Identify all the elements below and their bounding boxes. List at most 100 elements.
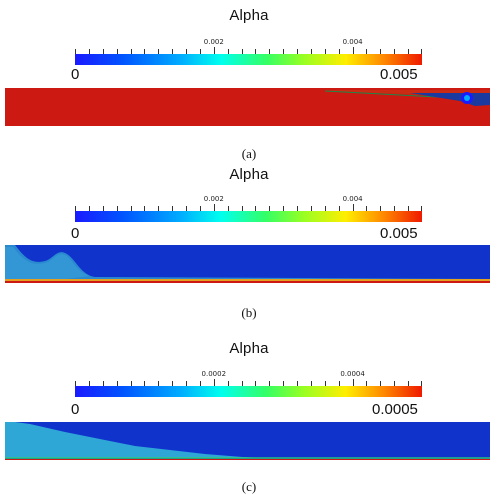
panel-a: Alpha 0.002 0.004 0 0.005 (a) xyxy=(0,0,498,165)
colorbar-minor-tick xyxy=(103,206,104,211)
panel-b: Alpha 0.002 0.004 0 0.005 (b) xyxy=(0,165,498,325)
colorbar-minor-tick xyxy=(158,49,159,54)
colorbar-major-tick xyxy=(353,379,354,386)
colorbar-minor-tick xyxy=(75,206,76,211)
colorbar-minor-tick xyxy=(103,381,104,386)
colorbar-minor-tick xyxy=(366,49,367,54)
colorbar-minor-tick xyxy=(200,49,201,54)
field-c-detail xyxy=(5,422,490,460)
colorbar-max-label: 0.0005 xyxy=(372,401,418,418)
colorbar-minor-tick xyxy=(131,206,132,211)
colorbar-minor-tick xyxy=(408,381,409,386)
colorbar-minor-tick xyxy=(75,49,76,54)
colorbar-minor-tick xyxy=(366,206,367,211)
colorbar-minor-tick xyxy=(269,206,270,211)
colorbar-minor-tick xyxy=(421,49,422,54)
colorbar-minor-tick xyxy=(297,206,298,211)
colorbar-minor-tick xyxy=(242,381,243,386)
colorbar-minor-tick xyxy=(89,49,90,54)
colorbar-minor-tick xyxy=(255,206,256,211)
colorbar-minor-tick xyxy=(186,206,187,211)
colorbar-minor-tick xyxy=(75,381,76,386)
colorbar-min-label: 0 xyxy=(71,401,80,418)
colorbar-ticks: 0.002 0.004 xyxy=(75,38,422,54)
colorbar-title: Alpha xyxy=(229,7,269,24)
colorbar-minor-tick xyxy=(172,206,173,211)
colorbar-min-label: 0 xyxy=(71,66,80,83)
colorbar-minor-tick xyxy=(144,49,145,54)
colorbar-minor-tick xyxy=(394,206,395,211)
alpha-field-b xyxy=(5,245,490,283)
colorbar-minor-tick xyxy=(131,381,132,386)
colorbar-minor-tick xyxy=(297,49,298,54)
colorbar-title: Alpha xyxy=(229,340,269,357)
colorbar-minor-tick xyxy=(283,49,284,54)
colorbar-tick-label: 0.0002 xyxy=(201,370,227,378)
colorbar-minor-tick xyxy=(297,381,298,386)
caption-b: (b) xyxy=(241,305,257,320)
colorbar-minor-tick xyxy=(283,381,284,386)
colorbar-minor-tick xyxy=(366,381,367,386)
colorbar-ticks: 0.0002 0.0004 xyxy=(75,370,422,386)
colorbar-minor-tick xyxy=(144,206,145,211)
colorbar-minor-tick xyxy=(339,381,340,386)
colorbar-minor-tick xyxy=(325,206,326,211)
colorbar-minor-tick xyxy=(325,49,326,54)
colorbar-minor-tick xyxy=(394,49,395,54)
colorbar-minor-tick xyxy=(117,381,118,386)
colorbar-minor-tick xyxy=(380,206,381,211)
colorbar-minor-tick xyxy=(131,49,132,54)
colorbar-minor-tick xyxy=(158,381,159,386)
colorbar-minor-tick xyxy=(269,381,270,386)
colorbar-min-label: 0 xyxy=(71,225,80,242)
colorbar-minor-tick xyxy=(255,381,256,386)
colorbar-title: Alpha xyxy=(229,166,269,183)
colorbar-tick-label: 0.0004 xyxy=(340,370,365,378)
colorbar-major-tick xyxy=(353,204,354,211)
colorbar-minor-tick xyxy=(172,381,173,386)
colorbar-minor-tick xyxy=(339,49,340,54)
colorbar-minor-tick xyxy=(242,206,243,211)
colorbar-minor-tick xyxy=(325,381,326,386)
field-b-detail xyxy=(5,245,490,283)
colorbar-minor-tick xyxy=(200,206,201,211)
alpha-field-a xyxy=(5,88,490,126)
colorbar-tick-label: 0.002 xyxy=(203,38,224,46)
colorbar-minor-tick xyxy=(228,49,229,54)
colorbar-minor-tick xyxy=(421,206,422,211)
colorbar-major-tick xyxy=(353,47,354,54)
colorbar-minor-tick xyxy=(408,49,409,54)
colorbar-minor-tick xyxy=(311,381,312,386)
colorbar-minor-tick xyxy=(89,206,90,211)
colorbar-minor-tick xyxy=(255,49,256,54)
colorbar-minor-tick xyxy=(311,206,312,211)
colorbar-major-tick xyxy=(214,47,215,54)
colorbar-minor-tick xyxy=(186,381,187,386)
colorbar-minor-tick xyxy=(339,206,340,211)
colorbar xyxy=(75,54,422,65)
colorbar-tick-label: 0.004 xyxy=(342,38,363,46)
caption-a: (a) xyxy=(241,146,257,161)
colorbar xyxy=(75,386,422,397)
panel-c: Alpha 0.0002 0.0004 0 0.0005 (c) xyxy=(0,325,498,494)
colorbar-minor-tick xyxy=(380,381,381,386)
colorbar-minor-tick xyxy=(228,381,229,386)
colorbar-minor-tick xyxy=(242,49,243,54)
field-a-detail xyxy=(324,90,490,106)
colorbar-major-tick xyxy=(214,379,215,386)
colorbar-minor-tick xyxy=(311,49,312,54)
colorbar-minor-tick xyxy=(186,49,187,54)
colorbar-minor-tick xyxy=(200,381,201,386)
colorbar-minor-tick xyxy=(421,381,422,386)
colorbar-minor-tick xyxy=(394,381,395,386)
colorbar-minor-tick xyxy=(228,206,229,211)
colorbar-minor-tick xyxy=(89,381,90,386)
colorbar-major-tick xyxy=(214,204,215,211)
colorbar-minor-tick xyxy=(117,49,118,54)
alpha-field-c xyxy=(5,422,490,460)
colorbar-minor-tick xyxy=(172,49,173,54)
colorbar-minor-tick xyxy=(283,206,284,211)
colorbar-minor-tick xyxy=(117,206,118,211)
colorbar xyxy=(75,211,422,222)
caption-c: (c) xyxy=(241,479,257,494)
